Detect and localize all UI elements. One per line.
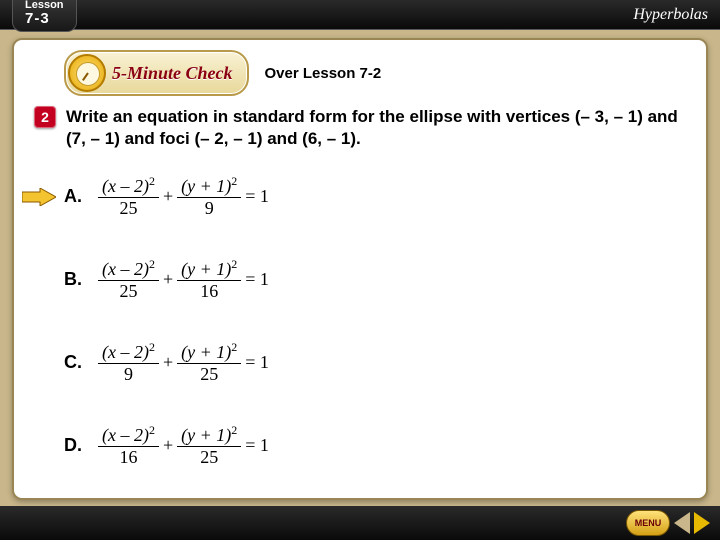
chapter-title: Hyperbolas [633, 6, 708, 24]
choice-label: C. [64, 352, 88, 373]
choice-equation: (x – 2)216 + (y + 1)225 = 1 [98, 424, 269, 467]
nav-prev-button[interactable] [674, 512, 690, 534]
menu-button[interactable]: MENU [626, 510, 670, 536]
choice-b[interactable]: B. (x – 2)225 + (y + 1)216 = 1 [64, 258, 680, 301]
choice-label: A. [64, 186, 88, 207]
lesson-number: 7-3 [25, 11, 64, 28]
choice-d[interactable]: D. (x – 2)216 + (y + 1)225 = 1 [64, 424, 680, 467]
nav-next-button[interactable] [694, 512, 710, 534]
check-label: 5-Minute Check [112, 63, 233, 84]
choice-label: B. [64, 269, 88, 290]
top-bar: Lesson 7-3 Hyperbolas [0, 0, 720, 30]
question-text: Write an equation in standard form for t… [66, 106, 680, 150]
header-row: 5-Minute Check Over Lesson 7-2 [64, 50, 680, 96]
lesson-tab: Lesson 7-3 [12, 0, 77, 32]
slide-content: 5-Minute Check Over Lesson 7-2 2 Write a… [12, 38, 708, 500]
clock-icon [68, 54, 106, 92]
question-row: 2 Write an equation in standard form for… [34, 106, 680, 150]
choice-equation: (x – 2)225 + (y + 1)29 = 1 [98, 175, 269, 218]
bottom-bar: MENU [0, 506, 720, 540]
choice-c[interactable]: C. (x – 2)29 + (y + 1)225 = 1 [64, 341, 680, 384]
choice-equation: (x – 2)225 + (y + 1)216 = 1 [98, 258, 269, 301]
answer-arrow-icon [22, 188, 56, 206]
over-lesson-label: Over Lesson 7-2 [265, 65, 382, 82]
question-number-badge: 2 [34, 106, 56, 128]
choices-list: A. (x – 2)225 + (y + 1)29 = 1 B. (x – 2)225… [64, 158, 680, 484]
five-minute-check-badge: 5-Minute Check [64, 50, 249, 96]
choice-equation: (x – 2)29 + (y + 1)225 = 1 [98, 341, 269, 384]
choice-a[interactable]: A. (x – 2)225 + (y + 1)29 = 1 [64, 175, 680, 218]
choice-label: D. [64, 435, 88, 456]
